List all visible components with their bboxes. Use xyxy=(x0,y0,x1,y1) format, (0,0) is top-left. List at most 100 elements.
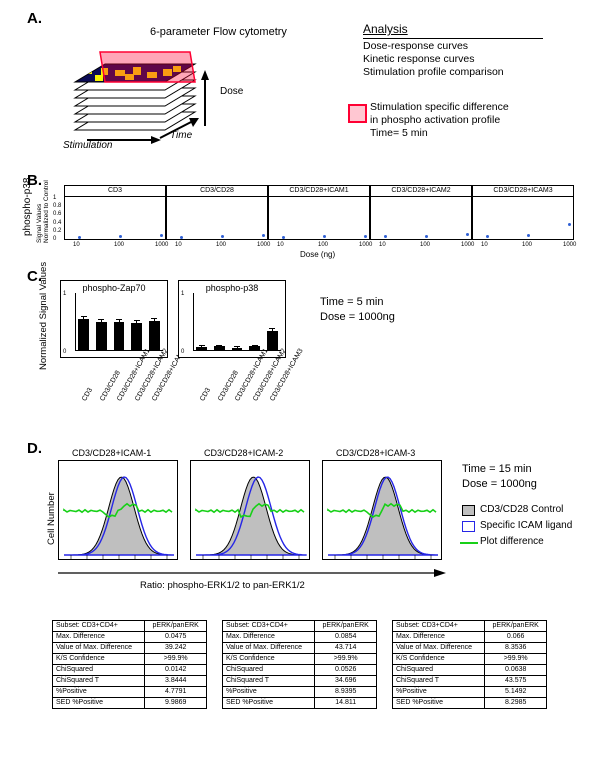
stats-row-value: 8.2985 xyxy=(485,698,547,709)
stats-row-label: Value of Max. Difference xyxy=(223,643,315,654)
b-facet-title: CD3 xyxy=(65,187,165,194)
b-point xyxy=(119,235,122,238)
b-xtick: 1000 xyxy=(461,242,474,248)
c-bar xyxy=(131,323,142,351)
stats-row-value: 0.0854 xyxy=(315,632,377,643)
stats-row-value: 34.696 xyxy=(315,676,377,687)
b-point xyxy=(425,235,428,238)
b-xtick: 100 xyxy=(522,242,532,248)
stats-row-label: %Positive xyxy=(223,687,315,698)
b-facet: CD3/CD28+ICAM1101001000 xyxy=(268,185,370,240)
b-ytick: 0 xyxy=(53,236,56,242)
c-bar xyxy=(96,322,107,351)
d-hist-svg xyxy=(191,461,311,561)
stats-header-col2: pERK/panERK xyxy=(485,621,547,632)
b-facet-title: CD3/CD28 xyxy=(167,187,267,194)
d-hist-2 xyxy=(190,460,310,560)
stats-row-label: ChiSquared T xyxy=(53,676,145,687)
analysis-item-2: Stimulation profile comparison xyxy=(363,66,504,78)
c-bar xyxy=(114,322,125,351)
b-point xyxy=(78,236,81,239)
b-point xyxy=(323,235,326,238)
stats-row-label: SED %Positive xyxy=(53,698,145,709)
c-category-label: CD3/CD28+ICAM3 xyxy=(269,348,305,403)
panel-b-row: CD310100100000.20.40.60.81CD3/CD28 10 100 1… xyxy=(64,185,574,245)
b-point xyxy=(384,235,387,238)
stats-row-value: 0.0142 xyxy=(145,665,207,676)
stats-row-value: 0.0638 xyxy=(485,665,547,676)
d-hist-svg xyxy=(323,461,443,561)
c-ytick: 0 xyxy=(181,349,184,355)
d-hist-1 xyxy=(58,460,178,560)
b-point xyxy=(364,235,367,238)
callout-swatch xyxy=(348,104,367,123)
analysis-item-0: Dose-response curves xyxy=(363,40,468,52)
b-xtick: 10 xyxy=(175,242,182,248)
d-annotation: Time = 15 min Dose = 1000ng xyxy=(462,462,537,492)
c-ytick: 1 xyxy=(181,291,184,297)
stats-row-value: 0.066 xyxy=(485,632,547,643)
b-ytick: 0.4 xyxy=(53,220,61,226)
stats-row-label: Max. Difference xyxy=(393,632,485,643)
b-point xyxy=(180,236,183,239)
b-xtick: 10 xyxy=(277,242,284,248)
c-category-label: CD3 xyxy=(199,387,212,403)
b-ytick: 0.2 xyxy=(53,228,61,234)
c-title: phospho-p38 xyxy=(179,283,285,293)
stats-row-value: 5.1492 xyxy=(485,687,547,698)
b-facet: CD3/CD28+ICAM3101001000 xyxy=(472,185,574,240)
b-point xyxy=(466,233,469,236)
c-bar xyxy=(78,319,89,351)
stats-row-value: 0.0526 xyxy=(315,665,377,676)
stats-row-label: Max. Difference xyxy=(53,632,145,643)
analysis-item-1: Kinetic response curves xyxy=(363,53,474,65)
stats-row-label: ChiSquared T xyxy=(223,676,315,687)
legend-swatch-specific xyxy=(462,521,475,532)
b-y-inner: Signal Values Normalized to Control xyxy=(37,180,51,243)
stats-header-col2: pERK/panERK xyxy=(315,621,377,632)
stats-row-label: Value of Max. Difference xyxy=(53,643,145,654)
b-point xyxy=(262,234,265,237)
b-xtick: 1000 xyxy=(563,242,576,248)
stats-row-value: >99.9% xyxy=(485,654,547,665)
stats-row-value: >99.9% xyxy=(145,654,207,665)
b-point xyxy=(282,236,285,239)
d-x-label: Ratio: phospho-ERK1/2 to pan-ERK1/2 xyxy=(140,580,305,591)
d-title-2: CD3/CD28+ICAM-2 xyxy=(204,448,283,458)
stats-row-value: 8.3536 xyxy=(485,643,547,654)
c-bar xyxy=(267,331,278,351)
legend-swatch-control xyxy=(462,505,475,516)
d-x-arrow xyxy=(58,566,446,580)
stats-row-value: 9.9869 xyxy=(145,698,207,709)
stats-row-value: 8.9395 xyxy=(315,687,377,698)
stats-row-label: K/S Confidence xyxy=(53,654,145,665)
stats-row-value: 4.7791 xyxy=(145,687,207,698)
stats-row-value: >99.9% xyxy=(315,654,377,665)
c-ytick: 1 xyxy=(63,291,66,297)
stats-header-subset: Subset: CD3+CD4+ xyxy=(393,621,485,632)
b-point xyxy=(221,235,224,238)
c-ytick: 0 xyxy=(63,349,66,355)
stats-row-label: ChiSquared xyxy=(53,665,145,676)
legend-label-specific: Specific ICAM ligand xyxy=(480,520,572,531)
b-xtick: 10 xyxy=(481,242,488,248)
stats-header-col2: pERK/panERK xyxy=(145,621,207,632)
b-xtick: 10 xyxy=(379,242,386,248)
b-point xyxy=(568,223,571,226)
stats-row-value: 0.0475 xyxy=(145,632,207,643)
b-xtick: 1000 xyxy=(359,242,372,248)
b-y-outer: phospho-p38 xyxy=(22,178,33,236)
analysis-header: Analysis xyxy=(363,22,408,36)
stats-row-value: 39.242 xyxy=(145,643,207,654)
b-xtick: 100 xyxy=(114,242,124,248)
b-point xyxy=(160,234,163,237)
b-xtick: 1000 xyxy=(155,242,168,248)
b-facet-title: CD3/CD28+ICAM1 xyxy=(269,187,369,194)
b-point xyxy=(527,234,530,237)
c-chart-p38: phospho-p3801CD3CD3/CD28CD3/CD28+ICAM1CD… xyxy=(178,280,286,358)
stats-row-label: ChiSquared xyxy=(393,665,485,676)
b-facet: CD310100100000.20.40.60.81 xyxy=(64,185,166,240)
stats-row-label: SED %Positive xyxy=(223,698,315,709)
stats-header-subset: Subset: CD3+CD4+ xyxy=(223,621,315,632)
stimulation-axis-label: Stimulation xyxy=(63,140,112,151)
